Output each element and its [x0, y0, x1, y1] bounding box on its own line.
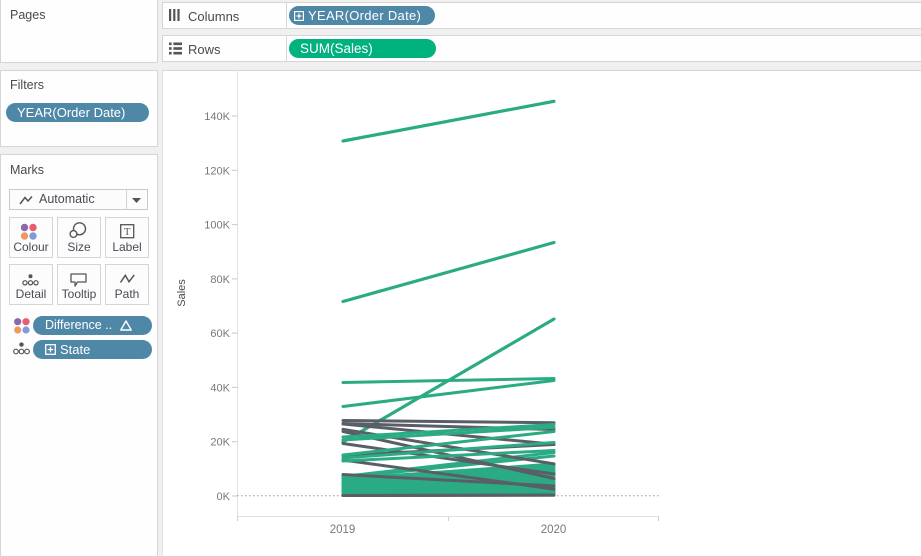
svg-text:20K: 20K [210, 437, 230, 449]
svg-text:0K: 0K [217, 491, 231, 503]
svg-text:T: T [124, 227, 131, 238]
svg-text:Sales: Sales [176, 279, 188, 307]
svg-text:2020: 2020 [541, 524, 567, 536]
svg-text:80K: 80K [210, 274, 230, 286]
svg-text:140K: 140K [204, 111, 230, 123]
svg-text:40K: 40K [210, 382, 230, 394]
svg-text:120K: 120K [204, 165, 230, 177]
svg-text:100K: 100K [204, 220, 230, 232]
svg-text:60K: 60K [210, 328, 230, 340]
svg-text:2019: 2019 [330, 524, 356, 536]
